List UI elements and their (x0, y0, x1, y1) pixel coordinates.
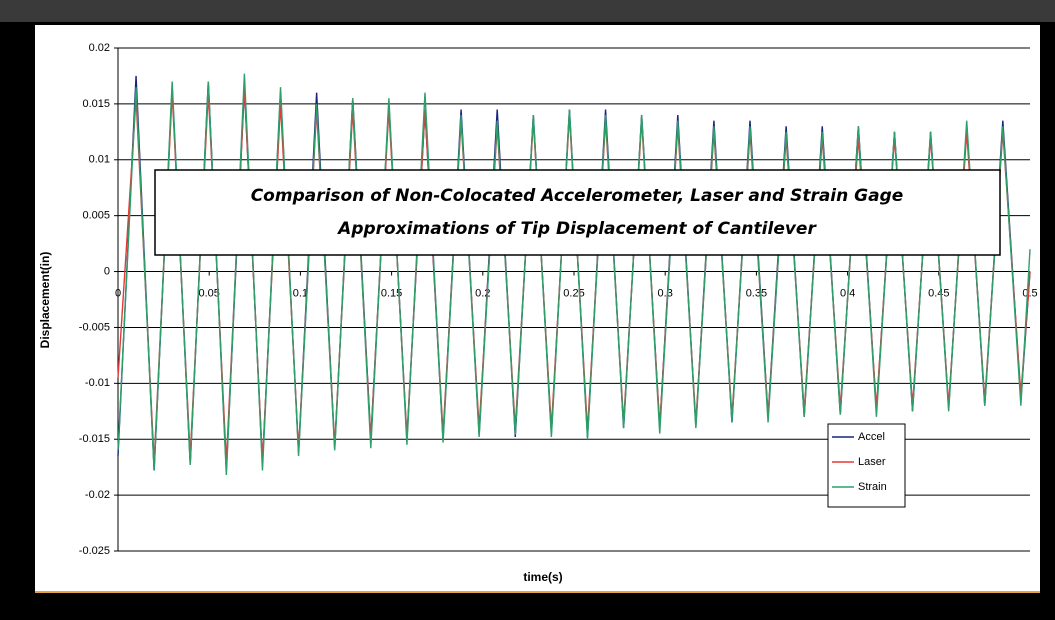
x-tick-label: 0.15 (381, 287, 402, 299)
x-tick-label: 0.25 (563, 287, 584, 299)
y-tick-label: -0.02 (85, 489, 110, 501)
x-axis-title: time(s) (523, 570, 562, 584)
y-tick-label: 0.02 (89, 42, 110, 54)
series-line (117, 73, 1031, 476)
photo-strip (0, 0, 1055, 22)
legend-box (827, 423, 906, 508)
y-tick-label: 0 (104, 265, 110, 277)
chart-title: Approximations of Tip Displacement of Ca… (336, 219, 817, 239)
y-tick-label: -0.025 (79, 545, 110, 557)
y-tick-label: -0.005 (79, 321, 110, 333)
x-tick-label: 0.3 (658, 287, 673, 299)
legend-label: Laser (858, 456, 886, 468)
x-tick-label: 0.45 (928, 287, 949, 299)
legend-label: Accel (858, 431, 885, 443)
legend-label: Strain (858, 481, 887, 493)
x-tick-label: 0.35 (746, 287, 767, 299)
chart-title: Comparison of Non-Colocated Acceleromete… (251, 186, 904, 206)
x-tick-label: 0.1 (293, 287, 308, 299)
y-axis-title: Displacement(in) (38, 252, 52, 349)
y-tick-label: -0.015 (79, 433, 110, 445)
y-tick-label: -0.01 (85, 377, 110, 389)
y-tick-label: 0.005 (82, 210, 110, 222)
x-tick-label: 0.5 (1022, 287, 1037, 299)
y-tick-label: 0.015 (82, 98, 110, 110)
x-tick-label: 0 (115, 287, 121, 299)
x-tick-label: 0.05 (198, 287, 219, 299)
title-box (154, 169, 1001, 256)
y-tick-label: 0.01 (89, 154, 110, 166)
